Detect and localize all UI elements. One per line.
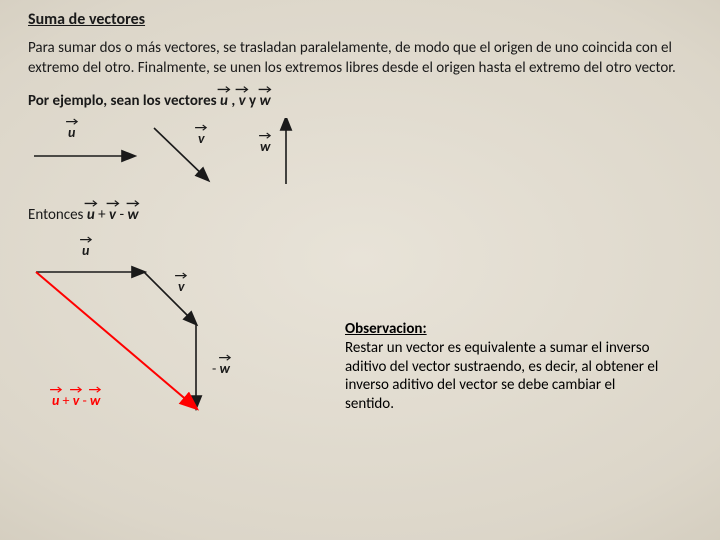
vectors-row-svg	[28, 118, 348, 198]
diagram-minus-w-label: - w	[212, 360, 230, 377]
vector-w-label: w	[260, 138, 270, 155]
entonces-word: Entonces	[28, 206, 87, 224]
observation-box: Observacion: Restar un vector es equival…	[345, 320, 665, 414]
vector-v-label: v	[198, 130, 205, 147]
example-line: Por ejemplo, sean los vectores u , v y w	[28, 92, 700, 110]
example-prefix: Por ejemplo, sean los vectores	[28, 92, 220, 110]
diagram-v	[144, 272, 196, 324]
page-title: Suma de vectores	[28, 10, 700, 29]
expr-u: u	[87, 206, 95, 224]
vector-w-inline: w	[260, 92, 271, 110]
observation-body: Restar un vector es equivalente a sumar …	[345, 339, 658, 413]
vector-u-label: u	[68, 124, 75, 141]
observation-title: Observacion:	[345, 320, 427, 338]
diagram-v-label: v	[178, 278, 185, 295]
vector-u-inline: u	[220, 92, 228, 110]
vectors-row: u v w	[28, 118, 700, 198]
intro-paragraph: Para sumar dos o más vectores, se trasla…	[28, 39, 700, 78]
vector-v-inline: v	[239, 92, 246, 110]
diagram-u-label: u	[82, 242, 89, 259]
expr-v: v	[109, 206, 116, 224]
diagram-result-label: u + v - w	[52, 392, 100, 409]
expr-w: w	[127, 206, 138, 224]
entonces-line: Entonces u + v - w	[28, 206, 700, 224]
